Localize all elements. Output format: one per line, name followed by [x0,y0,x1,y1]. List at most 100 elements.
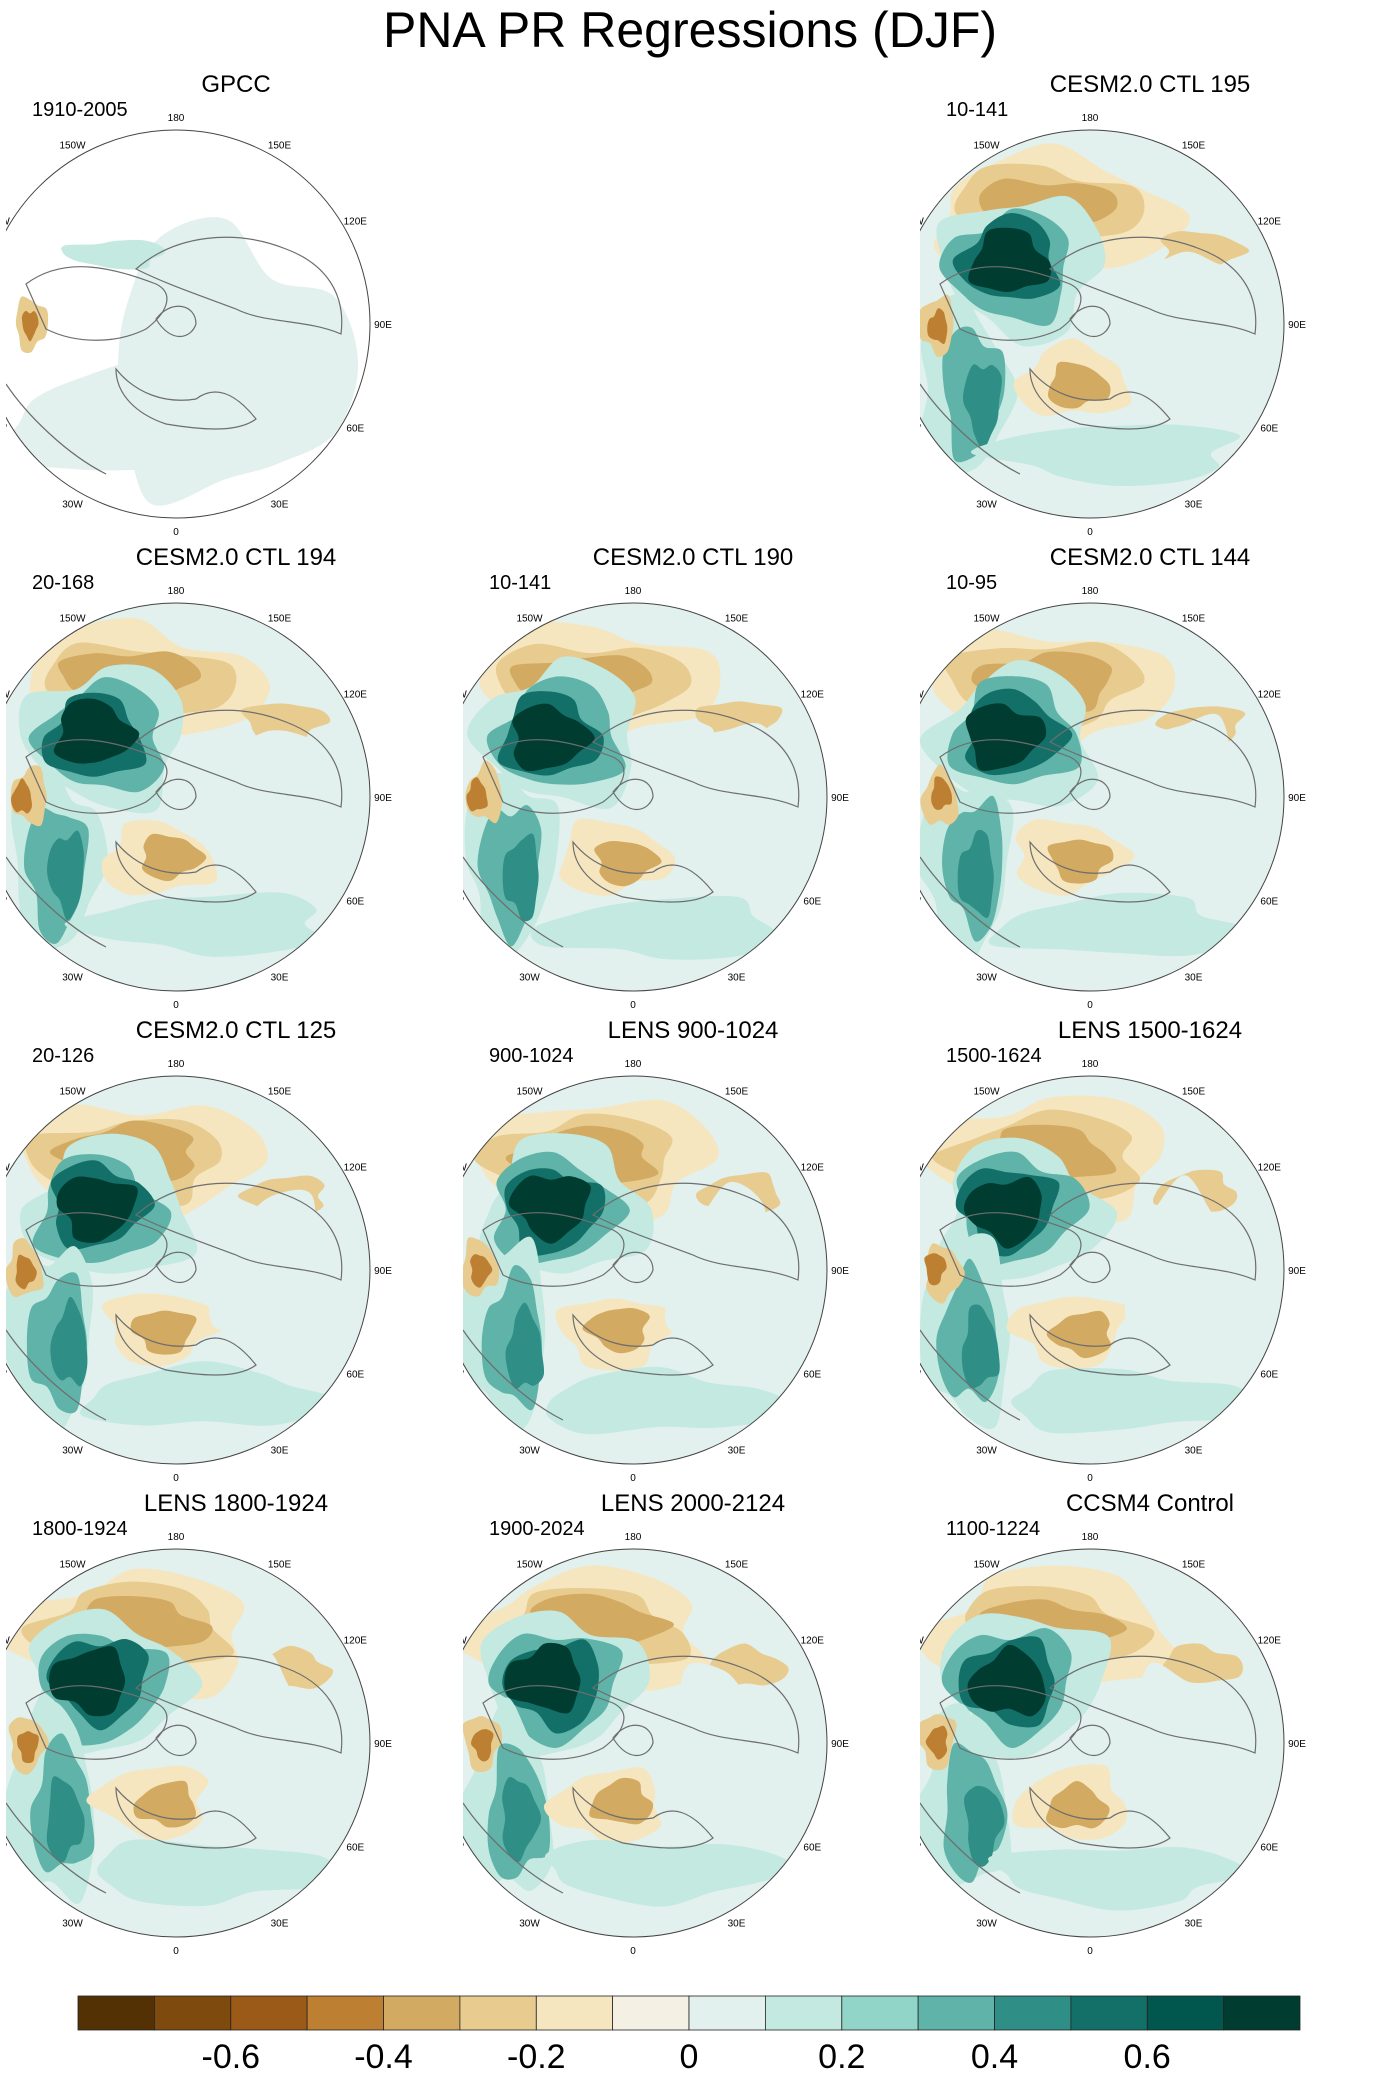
contour-fill [53,698,140,764]
figure-title: PNA PR Regressions (DJF) [382,2,998,58]
panel-period: 1910-2005 [32,99,128,121]
contour-fill [17,1731,39,1764]
coastline [920,1802,1021,1894]
colorbar-swatch [306,1995,384,2031]
longitude-label: 60E [346,1370,364,1381]
colorbar-swatch [535,1995,614,2031]
longitude-label: 0 [1087,1946,1093,1957]
longitude-label: 60E [346,897,364,908]
longitude-label: 180 [625,1059,642,1070]
panel-title: CESM2.0 CTL 195 [1049,71,1251,98]
map-panel-cesm2-ctl-144: 180150E120E90E60E30E030W60W90W120W150W C… [920,543,1380,1013]
map-boundary [6,1075,371,1465]
contour-fill [957,829,994,918]
contour-fill [163,237,326,440]
longitude-label: 150E [268,141,292,152]
contour-fill [133,1780,197,1828]
colorbar-tick-label: 0 [679,2038,699,2076]
panel-title: CESM2.0 CTL 144 [1049,544,1251,571]
map-panel-cesm2-ctl-195: 180150E120E90E60E30E030W60W90W120W150W C… [920,70,1380,540]
longitude-label: 30E [1185,1445,1203,1456]
map-boundary [6,602,371,992]
contour-fill [927,308,948,345]
longitude-label: 120W [920,1636,924,1647]
contour-fill [931,776,953,810]
longitude-label: 30W [62,1445,83,1456]
contour-fill [1133,1662,1254,1843]
longitude-label: 30E [271,972,289,983]
longitude-label: 30W [62,499,83,510]
coastline [25,1212,168,1287]
coastline [463,1329,564,1421]
longitude-label: 150E [268,1560,292,1571]
coastline [572,840,714,903]
polar-map: 180150E120E90E60E30E030W60W90W120W150W [920,1532,1306,1957]
longitude-label: 60W [463,897,465,908]
polar-map: 180150E120E90E60E30E030W60W90W120W150W [463,1059,849,1484]
coastline [155,305,197,337]
contour-fill [141,833,207,882]
longitude-label: 30E [271,1918,289,1929]
longitude-label: 60E [1260,424,1278,435]
longitude-label: 60W [6,1370,8,1381]
coastline [612,778,654,810]
longitude-label: 60E [346,424,364,435]
longitude-label: 120E [801,1163,825,1174]
longitude-label: 150W [973,1087,1000,1098]
contour-fill [505,1302,545,1389]
map-panel-ccsm4-control: 180150E120E90E60E30E030W60W90W120W150W C… [920,1489,1380,1959]
longitude-label: 60E [1260,1843,1278,1854]
map-boundary [463,602,828,992]
map-boundary [6,129,371,519]
colorbar-swatch [994,1995,1072,2031]
longitude-label: 30E [728,1918,746,1929]
longitude-label: 30E [1185,972,1203,983]
longitude-label: 120W [6,690,10,701]
map-panel-cesm2-ctl-190: 180150E120E90E60E30E030W60W90W120W150W C… [463,543,923,1013]
panel-period: 20-168 [32,572,95,594]
longitude-label: 90E [831,1739,849,1750]
longitude-label: 180 [1082,1532,1099,1543]
coastline [134,236,343,335]
longitude-label: 150E [1182,614,1206,625]
longitude-label: 90E [1288,320,1306,331]
precip-field [6,603,370,991]
panel-title: GPCC [201,71,271,98]
contour-fill [963,364,1002,450]
longitude-label: 150E [268,1087,292,1098]
panel-title: CESM2.0 CTL 190 [592,544,794,571]
colorbar-tick-label: 0.4 [970,2038,1019,2076]
longitude-label: 150W [59,1560,86,1571]
contour-fill [1122,251,1254,412]
longitude-label: 0 [1087,1473,1093,1484]
contour-fill [968,227,1052,292]
longitude-label: 150W [973,141,1000,152]
contour-fill [208,1189,334,1358]
longitude-label: 60E [803,897,821,908]
longitude-label: 180 [1082,586,1099,597]
longitude-label: 30E [1185,1918,1203,1929]
longitude-label: 150E [1182,141,1206,152]
longitude-label: 60W [920,1370,922,1381]
polar-map: 180150E120E90E60E30E030W60W90W120W150W [6,1532,392,1957]
longitude-label: 120W [6,1163,10,1174]
longitude-label: 150E [725,1560,749,1571]
longitude-label: 180 [625,1532,642,1543]
longitude-label: 30E [1185,499,1203,510]
contour-fill [530,895,781,960]
longitude-label: 180 [168,1532,185,1543]
longitude-label: 30E [728,1445,746,1456]
panel-period: 1900-2024 [489,1518,585,1540]
longitude-label: 150W [59,614,86,625]
longitude-label: 90E [374,320,392,331]
contour-fill [925,1725,948,1760]
contour-fill [1124,1175,1251,1352]
longitude-label: 30W [976,499,997,510]
coastline [115,367,257,430]
contour-fill [61,239,165,270]
longitude-label: 0 [173,1473,179,1484]
longitude-label: 150W [973,614,1000,625]
coastline [482,739,625,814]
longitude-label: 0 [173,527,179,538]
contour-fill [15,1254,37,1290]
